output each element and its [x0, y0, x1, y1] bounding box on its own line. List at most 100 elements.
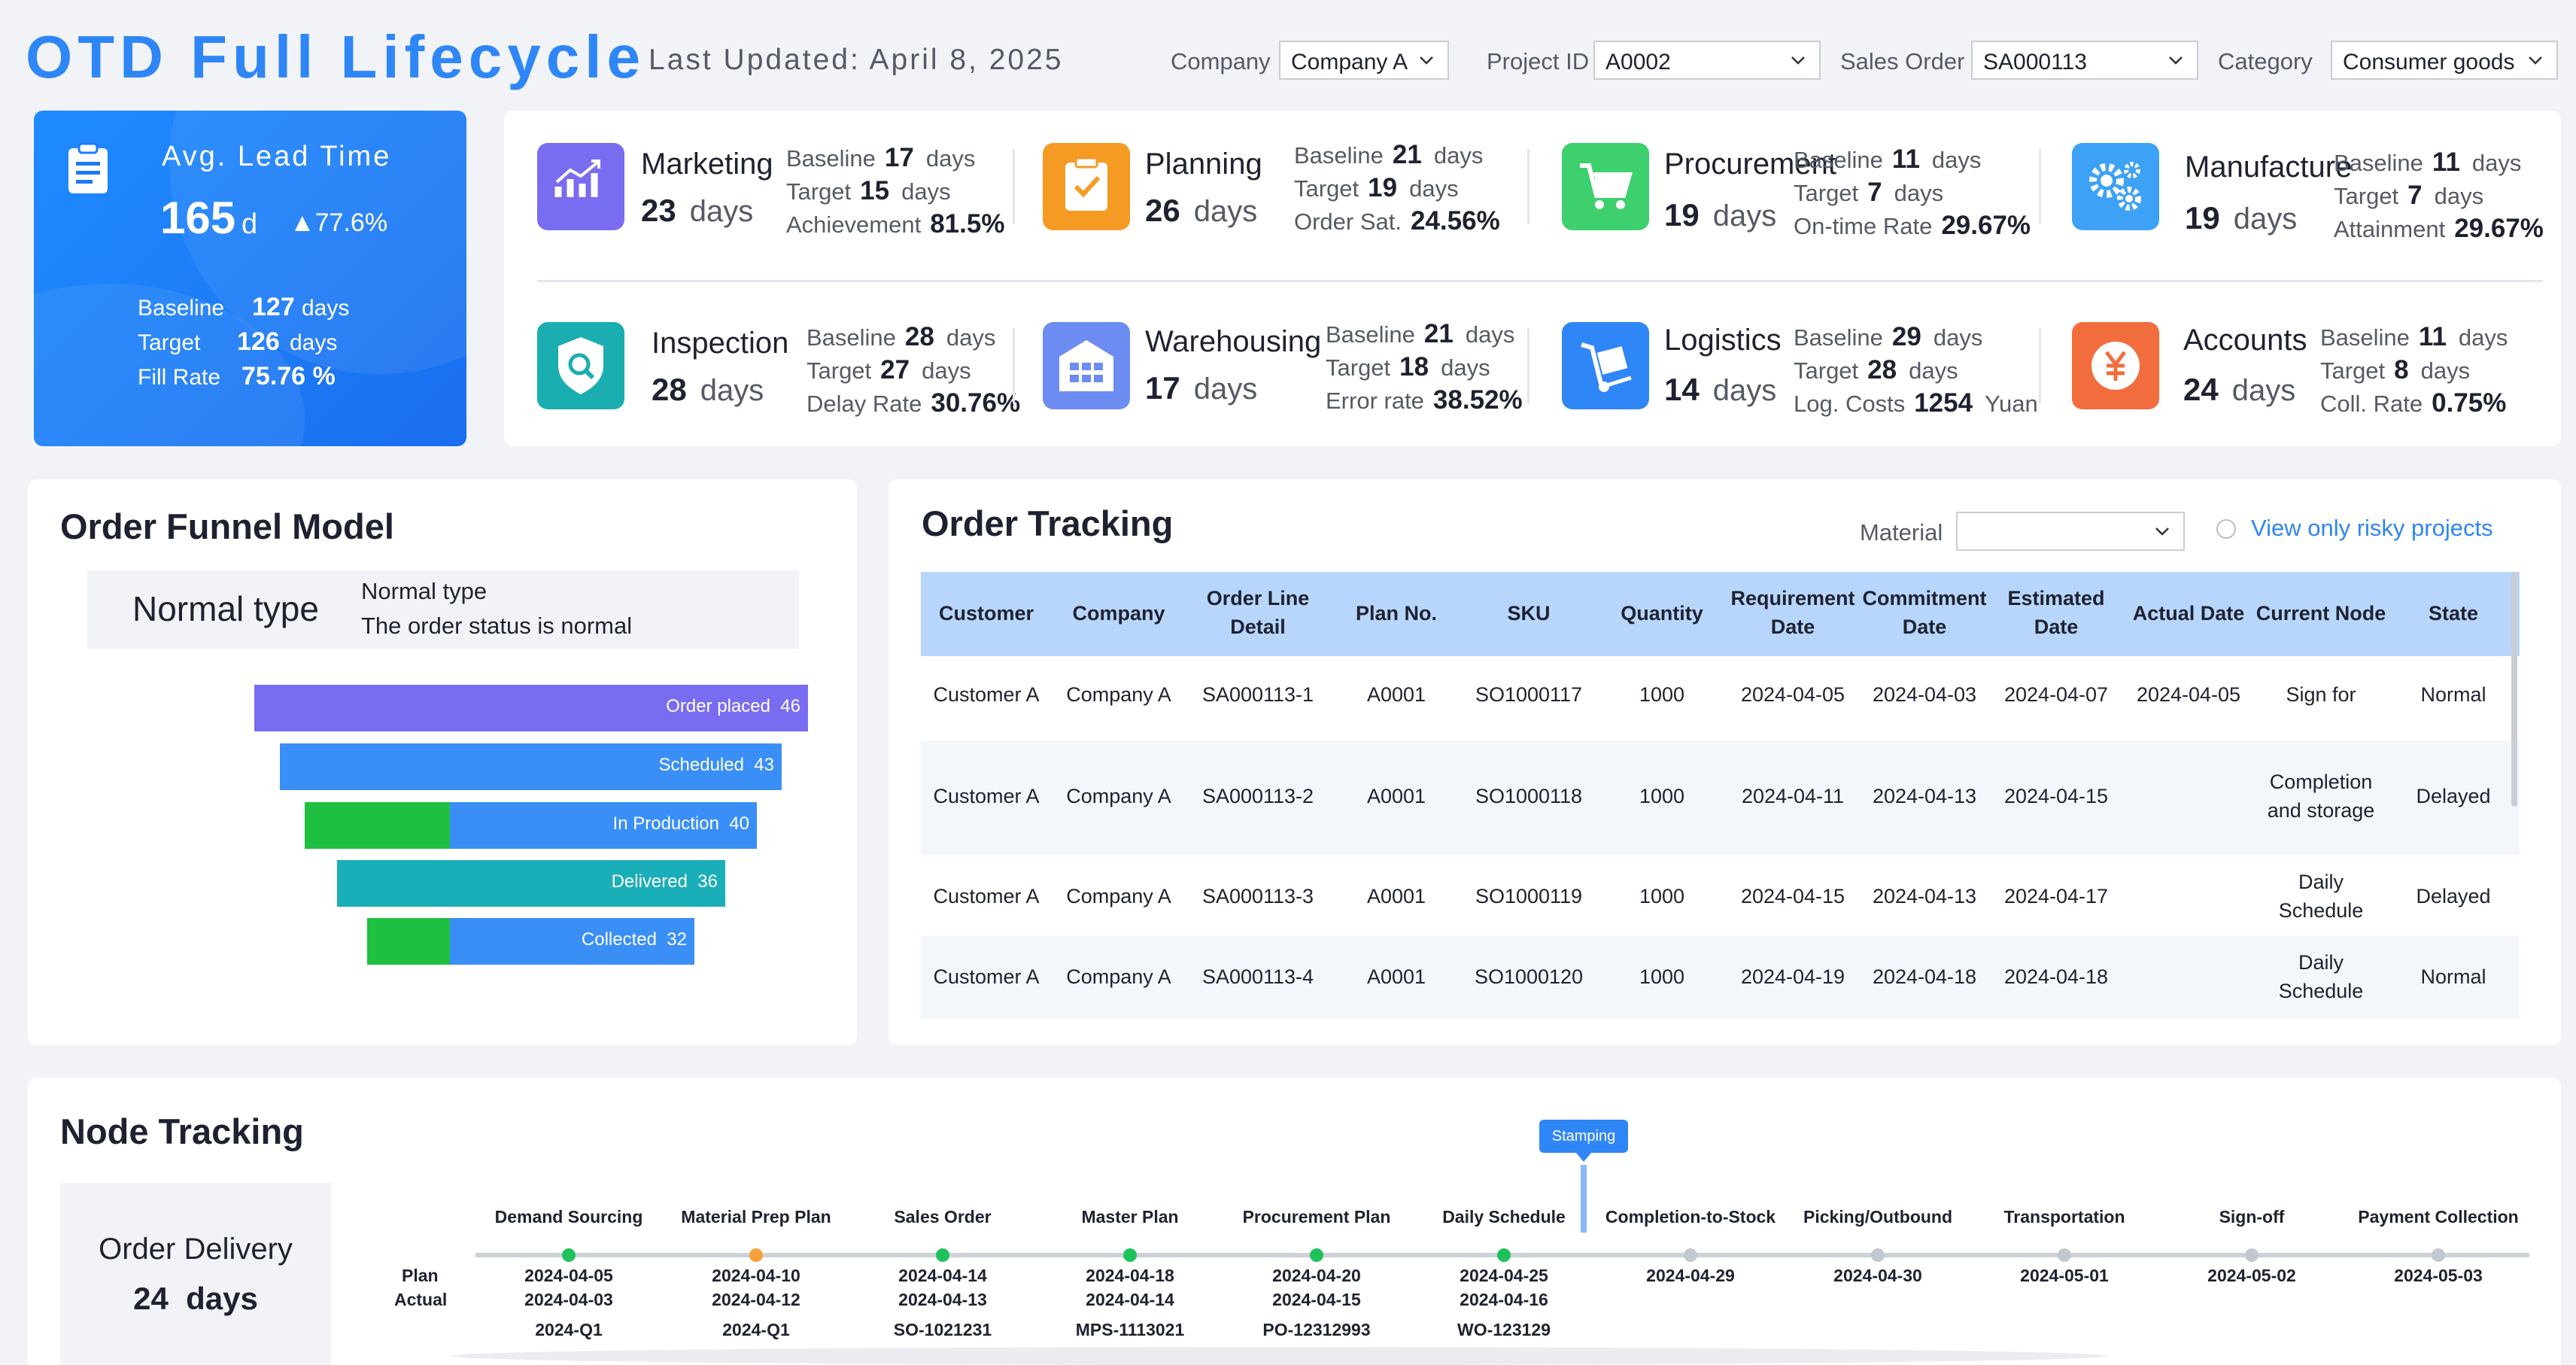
funnel-bar[interactable]: Delivered 36	[337, 860, 725, 907]
planning-stat-value: 24.56%	[1411, 206, 1500, 236]
column-header[interactable]: Customer	[938, 602, 1034, 625]
funnel-type-desc: The order status is normal	[361, 613, 633, 639]
risky-projects-radio[interactable]	[2216, 519, 2236, 539]
inspection-tile[interactable]	[537, 322, 624, 409]
chevron-down-icon	[2529, 56, 2542, 65]
category-select-value: Consumer goods	[2343, 50, 2515, 74]
node-status-dot[interactable]	[1871, 1248, 1885, 1262]
node-status-dot[interactable]	[2245, 1248, 2259, 1262]
node-actual-date: 2024-04-12	[712, 1290, 800, 1309]
node-status-dot[interactable]	[2432, 1248, 2445, 1262]
node-status-dot[interactable]	[1684, 1248, 1697, 1262]
lead-baseline-unit: days	[302, 296, 350, 321]
stamping-marker[interactable]: Stamping	[1539, 1120, 1628, 1153]
lead-baseline-label: Baseline	[138, 296, 225, 321]
node-name[interactable]: Master Plan	[1081, 1207, 1179, 1227]
node-name[interactable]: Sales Order	[894, 1207, 992, 1227]
node-name[interactable]: Transportation	[2003, 1207, 2125, 1227]
node-tracking-title: Node Tracking	[60, 1111, 304, 1151]
table-cell: Customer A	[933, 683, 1040, 706]
column-header[interactable]: Company	[1072, 602, 1165, 625]
category-select[interactable]: Consumer goods	[2331, 41, 2558, 80]
accounts-stat-value: 11	[2418, 322, 2447, 351]
company-select[interactable]: Company A	[1279, 41, 1449, 80]
marketing-tile[interactable]	[537, 143, 624, 230]
table-cell: Sign for	[2286, 683, 2356, 706]
node-name[interactable]: Demand Sourcing	[494, 1207, 643, 1227]
column-header[interactable]: Commitment Date	[1862, 587, 1987, 638]
funnel-bar[interactable]: Scheduled 43	[280, 743, 782, 790]
node-plan-date: 2024-04-18	[1086, 1266, 1174, 1285]
column-header[interactable]: Plan No.	[1355, 602, 1438, 625]
node-status-dot[interactable]	[936, 1248, 949, 1262]
warehousing-stat-label: Baseline	[1326, 321, 1415, 348]
funnel-bar[interactable]: Order placed 46	[254, 685, 808, 731]
column-header[interactable]: Requirement Date	[1730, 587, 1855, 638]
node-name[interactable]: Picking/Outbound	[1803, 1207, 1953, 1227]
node-plan-date: 2024-04-30	[1833, 1266, 1922, 1285]
warehousing-tile[interactable]	[1043, 322, 1130, 409]
table-cell: SO1000119	[1475, 885, 1583, 907]
avg-lead-time-card[interactable]: Avg. Lead Time 165 d ▲77.6% Baseline 127…	[34, 111, 466, 446]
column-header[interactable]: State	[2428, 602, 2479, 625]
category-filter-label: Category	[2218, 48, 2313, 74]
node-name[interactable]: Completion-to-Stock	[1605, 1207, 1776, 1227]
table-cell: SA000113-2	[1201, 785, 1314, 807]
table-cell: A0001	[1366, 683, 1426, 706]
marketing-value-line: 23 days	[641, 193, 753, 229]
clipboard-icon	[68, 142, 108, 193]
column-header[interactable]: Quantity	[1621, 602, 1703, 625]
node-name[interactable]: Payment Collection	[2358, 1207, 2519, 1227]
node-status-dot[interactable]	[1497, 1248, 1511, 1262]
lead-baseline-value: 127	[252, 293, 295, 321]
node-status-dot[interactable]	[562, 1248, 576, 1262]
project-id-select[interactable]: A0002	[1593, 41, 1821, 80]
warehousing-stat-unit: days	[1465, 321, 1515, 348]
inspection-name: Inspection	[652, 327, 789, 360]
column-header[interactable]: Actual Date	[2132, 602, 2245, 625]
funnel-title: Order Funnel Model	[60, 506, 394, 546]
table-cell: Company A	[1066, 785, 1171, 807]
manufacture-tile[interactable]	[2072, 143, 2159, 230]
funnel-bar[interactable]: Collected 32	[367, 918, 694, 965]
column-header[interactable]: Order Line Detail	[1206, 587, 1310, 638]
warehousing-value: 17	[1145, 370, 1180, 406]
procurement-tile[interactable]	[1562, 143, 1649, 230]
logistics-stat-value: 28	[1867, 355, 1897, 385]
planning-unit: days	[1193, 195, 1258, 228]
marketing-stat-label: Achievement	[786, 211, 922, 238]
column-header[interactable]: Estimated Date	[2007, 587, 2105, 638]
table-scrollbar[interactable]	[2511, 572, 2517, 807]
column-header[interactable]: Current Node	[2256, 602, 2386, 625]
metrics-divider	[537, 280, 2543, 282]
planning-tile[interactable]	[1043, 143, 1130, 230]
chevron-down-icon	[2169, 56, 2183, 65]
funnel-bar[interactable]: In Production 40	[305, 802, 757, 849]
table-cell: 1000	[1639, 683, 1685, 706]
accounts-stat-unit: days	[2458, 324, 2508, 351]
node-plan-date: 2024-04-05	[524, 1266, 613, 1285]
procurement-stat-unit: days	[1894, 180, 1944, 206]
node-name[interactable]: Procurement Plan	[1242, 1207, 1391, 1227]
sales-order-select[interactable]: SA000113	[1971, 41, 2198, 80]
node-name[interactable]: Sign-off	[2219, 1207, 2285, 1227]
risky-projects-link[interactable]: View only risky projects	[2251, 515, 2493, 541]
node-status-dot[interactable]	[1123, 1248, 1137, 1262]
node-name[interactable]: Material Prep Plan	[681, 1207, 831, 1227]
manufacture-stat-label: Attainment	[2334, 216, 2446, 242]
logistics-tile[interactable]	[1562, 322, 1649, 409]
node-status-dot[interactable]	[1310, 1248, 1323, 1262]
funnel-bar-segment	[367, 918, 450, 965]
material-select[interactable]	[1956, 512, 2185, 551]
planning-name: Planning	[1145, 147, 1262, 181]
node-name[interactable]: Daily Schedule	[1442, 1207, 1566, 1227]
table-cell: Customer A	[933, 965, 1040, 988]
planning-stat-label: Target	[1294, 175, 1359, 202]
node-status-dot[interactable]	[2058, 1248, 2071, 1262]
procurement-unit: days	[1712, 199, 1777, 233]
accounts-tile[interactable]	[2072, 322, 2159, 409]
node-status-dot[interactable]	[749, 1248, 763, 1262]
procurement-stat-unit: days	[1931, 147, 1982, 173]
column-header[interactable]: SKU	[1507, 602, 1551, 625]
node-plan-date: 2024-05-03	[2394, 1266, 2483, 1285]
